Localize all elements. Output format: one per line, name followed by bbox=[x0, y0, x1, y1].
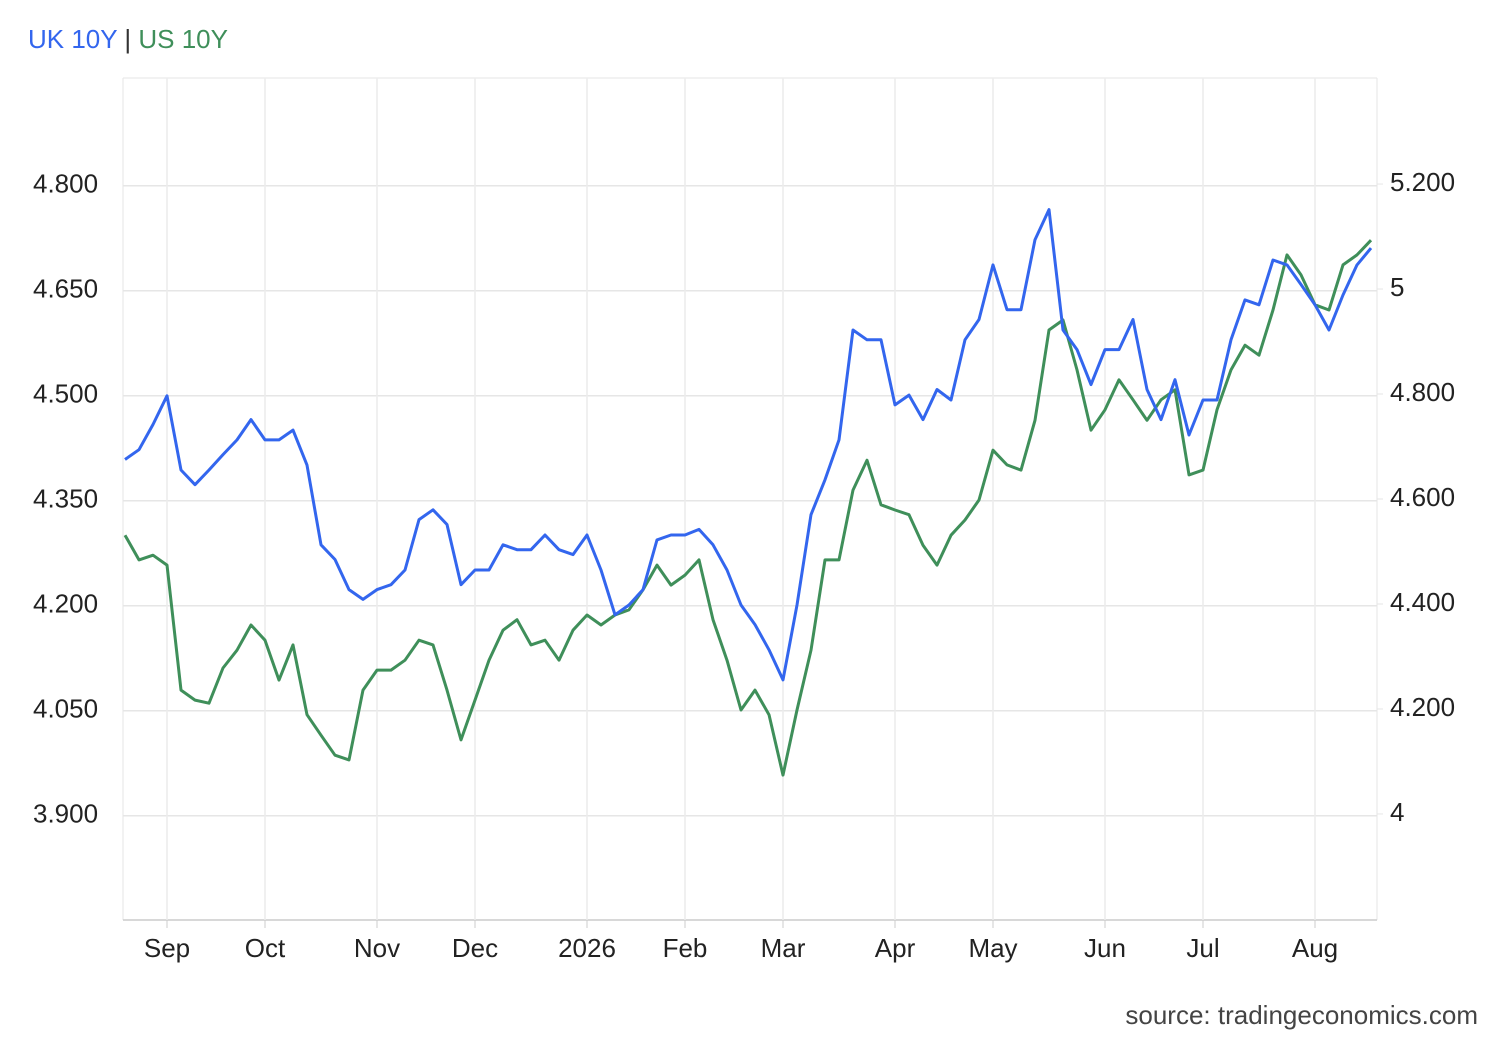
legend-entry: US 10Y bbox=[138, 24, 228, 54]
y2-tick-label: 5 bbox=[1390, 272, 1404, 302]
series-line bbox=[124, 208, 1373, 682]
legend-separator: | bbox=[124, 24, 132, 54]
y2-tick-label: 4 bbox=[1390, 797, 1404, 827]
y-tick-label: 4.500 bbox=[33, 379, 98, 409]
y-tick-label: 4.650 bbox=[33, 274, 98, 304]
x-tick-label: Oct bbox=[245, 933, 286, 963]
x-tick-label: Nov bbox=[354, 933, 400, 963]
y2-tick-label: 5.200 bbox=[1390, 167, 1455, 197]
y-tick-label: 4.050 bbox=[33, 694, 98, 724]
y-tick-label: 4.200 bbox=[33, 589, 98, 619]
series-line bbox=[123, 239, 1373, 777]
x-tick-label: Aug bbox=[1292, 933, 1338, 963]
x-tick-label: 2026 bbox=[558, 933, 616, 963]
y2-tick-label: 4.800 bbox=[1390, 377, 1455, 407]
y2-tick-label: 4.600 bbox=[1390, 482, 1455, 512]
x-tick-label: Sep bbox=[144, 933, 190, 963]
source: source: tradingeconomics.com bbox=[1125, 1000, 1478, 1030]
legend-entry: UK 10Y bbox=[28, 24, 118, 54]
x-tick-label: Dec bbox=[452, 933, 498, 963]
y-tick-label: 3.900 bbox=[33, 799, 98, 829]
y2-tick-label: 4.200 bbox=[1390, 692, 1455, 722]
y-tick-label: 4.800 bbox=[33, 169, 98, 199]
x-tick-label: Jul bbox=[1186, 933, 1219, 963]
x-tick-label: May bbox=[968, 933, 1017, 963]
x-tick-label: Feb bbox=[663, 933, 708, 963]
y2-tick-label: 4.400 bbox=[1390, 587, 1455, 617]
legend: UK 10Y | US 10Y bbox=[28, 24, 228, 55]
x-tick-label: Apr bbox=[875, 933, 916, 963]
x-tick-label: Jun bbox=[1084, 933, 1126, 963]
x-tick-label: Mar bbox=[761, 933, 806, 963]
y-tick-label: 4.350 bbox=[33, 484, 98, 514]
